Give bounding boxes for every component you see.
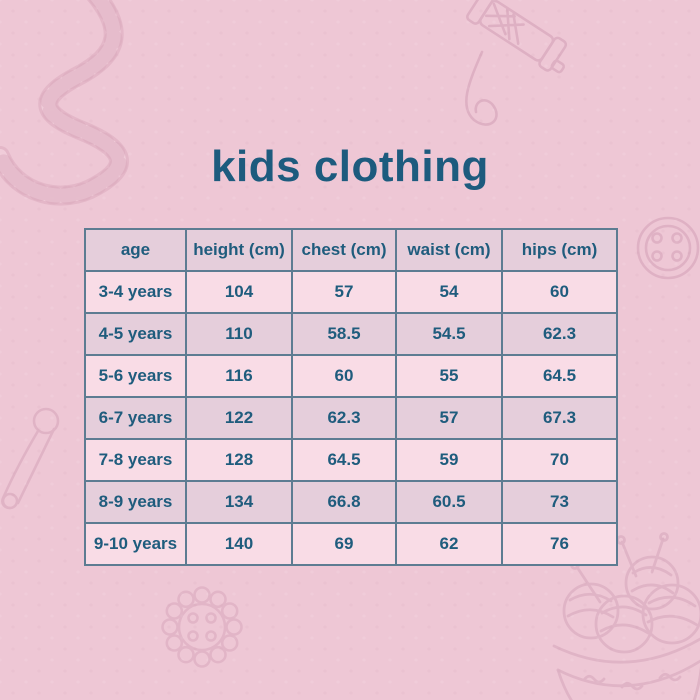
- column-header-hips: hips (cm): [501, 228, 618, 272]
- thread-spool-icon: [464, 0, 568, 126]
- column-header-height: height (cm): [185, 228, 293, 272]
- table-cell: 60: [501, 270, 618, 314]
- table-cell: 7-8 years: [84, 438, 187, 482]
- table-cell: 3-4 years: [84, 270, 187, 314]
- table-cell: 69: [291, 522, 397, 566]
- table-cell: 6-7 years: [84, 396, 187, 440]
- table-cell: 60: [291, 354, 397, 398]
- table-cell: 128: [185, 438, 293, 482]
- header-row: age height (cm) chest (cm) waist (cm) hi…: [84, 228, 618, 272]
- table-cell: 110: [185, 312, 293, 356]
- table-cell: 5-6 years: [84, 354, 187, 398]
- row-3-4-years: 3-4 years 104 57 54 60: [84, 270, 618, 314]
- page-title: kids clothing: [211, 142, 489, 191]
- table-cell: 9-10 years: [84, 522, 187, 566]
- table-cell: 122: [185, 396, 293, 440]
- table-cell: 58.5: [291, 312, 397, 356]
- table-cell: 70: [501, 438, 618, 482]
- table-cell: 60.5: [395, 480, 503, 524]
- size-chart-table: age height (cm) chest (cm) waist (cm) hi…: [84, 228, 618, 566]
- table-cell: 8-9 years: [84, 480, 187, 524]
- safety-pin-icon: [1, 407, 60, 510]
- table-cell: 59: [395, 438, 503, 482]
- scalloped-button-icon: [161, 586, 243, 668]
- table-cell: 104: [185, 270, 293, 314]
- table-cell: 54.5: [395, 312, 503, 356]
- table-cell: 57: [395, 396, 503, 440]
- column-header-waist: waist (cm): [395, 228, 503, 272]
- table-cell: 140: [185, 522, 293, 566]
- table-cell: 62: [395, 522, 503, 566]
- row-7-8-years: 7-8 years 128 64.5 59 70: [84, 438, 618, 482]
- table-cell: 54: [395, 270, 503, 314]
- round-button-icon: [636, 216, 700, 280]
- table-cell: 64.5: [291, 438, 397, 482]
- row-6-7-years: 6-7 years 122 62.3 57 67.3: [84, 396, 618, 440]
- column-header-age: age: [84, 228, 187, 272]
- row-5-6-years: 5-6 years 116 60 55 64.5: [84, 354, 618, 398]
- table-cell: 57: [291, 270, 397, 314]
- table-cell: 67.3: [501, 396, 618, 440]
- table-cell: 76: [501, 522, 618, 566]
- table-cell: 64.5: [501, 354, 618, 398]
- table-cell: 134: [185, 480, 293, 524]
- table-cell: 62.3: [501, 312, 618, 356]
- row-4-5-years: 4-5 years 110 58.5 54.5 62.3: [84, 312, 618, 356]
- table-cell: 62.3: [291, 396, 397, 440]
- table-cell: 73: [501, 480, 618, 524]
- table-cell: 55: [395, 354, 503, 398]
- table-cell: 4-5 years: [84, 312, 187, 356]
- table-cell: 66.8: [291, 480, 397, 524]
- column-header-chest: chest (cm): [291, 228, 397, 272]
- row-9-10-years: 9-10 years 140 69 62 76: [84, 522, 618, 566]
- row-8-9-years: 8-9 years 134 66.8 60.5 73: [84, 480, 618, 524]
- measuring-tape-icon: [0, 0, 129, 206]
- yarn-basket-icon: [552, 532, 700, 700]
- table-cell: 116: [185, 354, 293, 398]
